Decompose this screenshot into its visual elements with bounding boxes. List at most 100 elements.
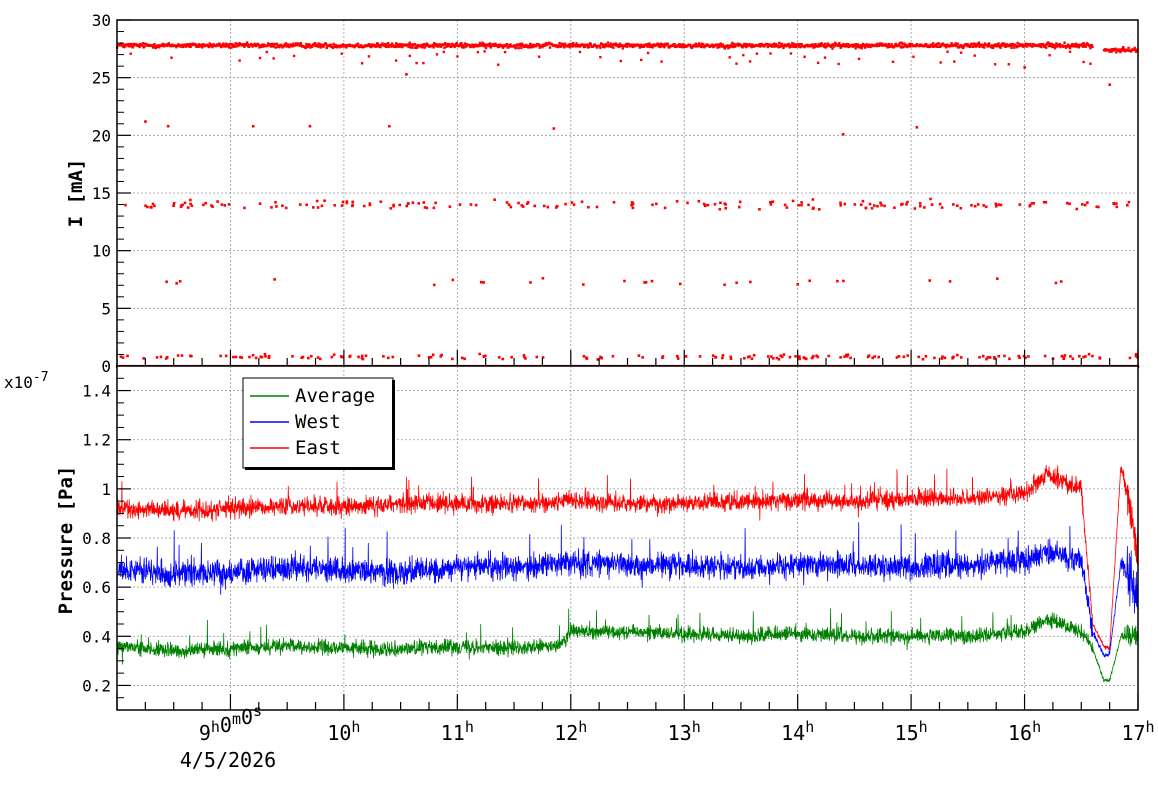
current-point bbox=[938, 45, 942, 49]
current-point bbox=[627, 43, 631, 46]
current-point bbox=[172, 204, 175, 208]
current-point bbox=[1041, 42, 1045, 46]
current-point bbox=[891, 60, 895, 63]
current-point bbox=[284, 43, 287, 47]
current-point bbox=[748, 60, 752, 63]
current-point bbox=[833, 44, 836, 48]
current-point bbox=[1110, 50, 1113, 53]
current-point bbox=[383, 44, 386, 47]
current-point bbox=[608, 45, 612, 48]
current-point bbox=[1070, 43, 1074, 46]
legend: Average West East bbox=[242, 377, 395, 470]
current-point bbox=[1013, 46, 1016, 49]
current-point bbox=[235, 45, 239, 48]
current-point bbox=[631, 202, 635, 206]
current-point bbox=[305, 203, 308, 207]
current-point bbox=[695, 43, 699, 46]
current-point bbox=[640, 58, 643, 62]
current-point bbox=[266, 44, 269, 47]
current-point bbox=[378, 44, 382, 47]
current-point bbox=[1063, 41, 1066, 44]
current-point bbox=[706, 203, 710, 207]
pressure-y-tick-label: 0.6 bbox=[82, 578, 111, 597]
current-point bbox=[808, 279, 811, 283]
current-point bbox=[879, 201, 882, 205]
current-point bbox=[131, 46, 134, 49]
current-point bbox=[274, 200, 277, 204]
current-point bbox=[757, 44, 761, 47]
current-point bbox=[152, 46, 156, 49]
current-point bbox=[684, 355, 688, 358]
current-point bbox=[1030, 201, 1034, 205]
current-point bbox=[906, 354, 910, 357]
current-point bbox=[966, 43, 970, 46]
current-point bbox=[210, 44, 213, 47]
pressure-series-east bbox=[116, 464, 1139, 650]
current-point bbox=[1012, 43, 1015, 47]
current-point bbox=[1054, 44, 1057, 47]
current-point bbox=[460, 356, 464, 360]
current-point bbox=[860, 47, 863, 50]
current-point bbox=[863, 44, 866, 47]
current-point bbox=[990, 46, 993, 49]
current-point bbox=[657, 45, 661, 48]
current-point bbox=[812, 46, 815, 49]
current-point bbox=[837, 62, 840, 66]
current-point bbox=[791, 42, 794, 45]
current-point bbox=[749, 280, 752, 284]
current-point bbox=[546, 205, 550, 209]
current-point bbox=[1002, 42, 1005, 45]
current-point bbox=[142, 357, 145, 360]
current-point bbox=[813, 45, 816, 49]
current-point bbox=[1133, 46, 1136, 50]
pressure-y-tick-label: 0.4 bbox=[82, 627, 111, 646]
current-point bbox=[1120, 47, 1123, 51]
current-point bbox=[585, 356, 588, 360]
current-point bbox=[698, 355, 702, 358]
legend-label-west: West bbox=[295, 411, 341, 433]
current-point bbox=[728, 56, 731, 59]
current-point bbox=[1126, 203, 1129, 207]
current-point bbox=[1097, 205, 1100, 209]
current-point bbox=[180, 43, 183, 47]
current-point bbox=[699, 45, 703, 49]
current-point bbox=[846, 42, 850, 46]
current-point bbox=[729, 357, 733, 361]
current-point bbox=[601, 43, 604, 46]
time-tick-label: 16h bbox=[1008, 718, 1041, 745]
current-point bbox=[545, 43, 548, 47]
current-point bbox=[961, 44, 964, 48]
current-point bbox=[887, 44, 890, 47]
current-point bbox=[952, 203, 955, 206]
current-point bbox=[505, 201, 509, 204]
current-point bbox=[322, 45, 325, 48]
current-point bbox=[903, 42, 906, 45]
current-point bbox=[345, 46, 348, 49]
current-point bbox=[267, 356, 271, 359]
current-point bbox=[352, 44, 356, 48]
current-point bbox=[564, 202, 567, 206]
current-point bbox=[165, 44, 168, 48]
current-point bbox=[540, 44, 544, 47]
current-point bbox=[345, 200, 349, 203]
current-point bbox=[521, 205, 525, 208]
current-point bbox=[889, 44, 893, 47]
current-point bbox=[583, 43, 586, 47]
current-point bbox=[845, 353, 848, 357]
current-point bbox=[774, 45, 777, 48]
current-point bbox=[144, 42, 147, 46]
current-point bbox=[896, 44, 900, 48]
current-point bbox=[389, 44, 392, 47]
current-point bbox=[697, 42, 701, 45]
current-point bbox=[629, 43, 632, 47]
current-point bbox=[648, 42, 651, 45]
current-point bbox=[650, 44, 654, 47]
current-point bbox=[180, 354, 184, 357]
current-point bbox=[738, 200, 742, 204]
current-point bbox=[238, 42, 241, 45]
current-point bbox=[376, 42, 379, 46]
current-point bbox=[811, 198, 815, 201]
current-point bbox=[797, 45, 801, 48]
current-point bbox=[780, 355, 784, 359]
current-point bbox=[796, 282, 800, 286]
